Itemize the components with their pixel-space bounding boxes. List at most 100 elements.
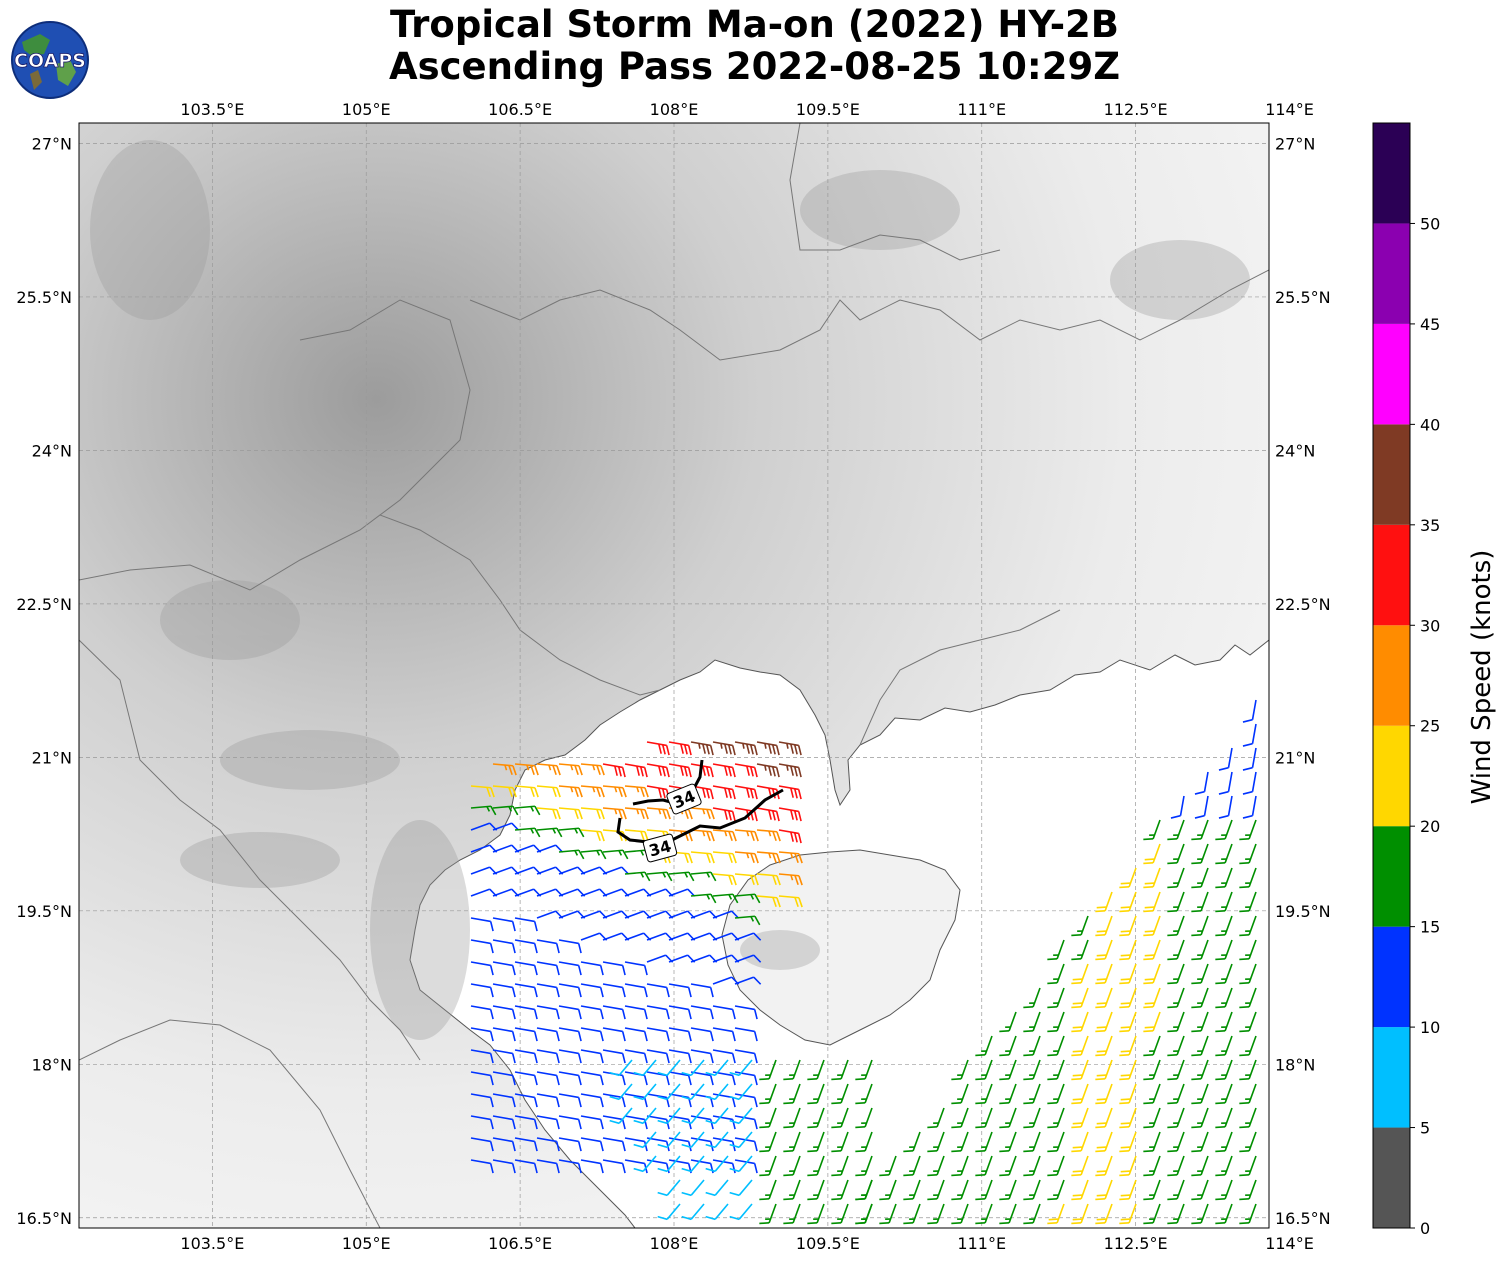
wind-barb bbox=[602, 1115, 626, 1130]
wind-barb bbox=[1191, 1155, 1209, 1177]
wind-barb bbox=[999, 1179, 1017, 1201]
lon-tick-label-top: 108°E bbox=[650, 100, 699, 119]
wind-barb bbox=[734, 741, 758, 756]
wind-barb bbox=[514, 805, 541, 816]
lon-tick-label-top: 109.5°E bbox=[796, 100, 860, 119]
wind-barb bbox=[1215, 891, 1233, 913]
wind-barb bbox=[624, 983, 648, 998]
wind-barb bbox=[729, 1179, 753, 1197]
lat-tick-label-left: 22.5°N bbox=[16, 595, 72, 614]
wind-barb bbox=[1023, 1035, 1041, 1057]
colorbar-frame bbox=[1372, 122, 1411, 1229]
wind-barb bbox=[580, 1027, 604, 1042]
wind-barb bbox=[470, 983, 494, 998]
wind-barb bbox=[602, 849, 629, 860]
wind-barb bbox=[712, 893, 739, 904]
wind-barb bbox=[855, 1107, 873, 1129]
wind-barb bbox=[951, 1179, 969, 1201]
wind-barb bbox=[778, 741, 802, 756]
wind-barb bbox=[1143, 843, 1161, 865]
wind-barb bbox=[1095, 987, 1113, 1009]
wind-barb bbox=[951, 1107, 969, 1129]
wind-barb bbox=[1191, 1131, 1209, 1153]
wind-barb bbox=[1071, 1059, 1089, 1081]
wind-barb bbox=[1239, 963, 1257, 985]
lat-tick-label-left: 19.5°N bbox=[16, 902, 72, 921]
wind-barb bbox=[609, 1107, 633, 1125]
wind-barbs bbox=[470, 699, 1257, 1225]
wind-barb bbox=[712, 1005, 736, 1020]
wind-barb bbox=[580, 807, 605, 820]
wind-barb bbox=[783, 1155, 801, 1177]
wind-barb bbox=[927, 1179, 945, 1201]
wind-barb bbox=[1119, 1035, 1137, 1057]
wind-barb bbox=[975, 1179, 993, 1201]
wind-barb bbox=[1119, 1203, 1137, 1225]
wind-barb bbox=[1119, 1059, 1137, 1081]
lon-tick-label-top: 105°E bbox=[342, 100, 391, 119]
lon-tick-label-top: 106.5°E bbox=[488, 100, 552, 119]
wind-barb bbox=[633, 1155, 657, 1173]
wind-barb bbox=[602, 961, 626, 976]
wind-barb bbox=[756, 807, 780, 822]
lat-tick-label-right: 27°N bbox=[1275, 134, 1315, 153]
wind-barb bbox=[536, 1159, 560, 1174]
wind-barb bbox=[734, 1159, 758, 1174]
lat-tick-label-left: 18°N bbox=[32, 1055, 72, 1074]
wind-barb bbox=[609, 1083, 633, 1101]
wind-barb bbox=[1095, 1131, 1113, 1153]
wind-barb bbox=[646, 1159, 670, 1174]
wind-barb bbox=[778, 895, 803, 908]
wind-barb bbox=[1239, 891, 1257, 913]
wind-barb bbox=[470, 917, 494, 932]
wind-barb bbox=[492, 1115, 516, 1130]
wind-barb bbox=[470, 961, 494, 976]
wind-barb bbox=[831, 1155, 849, 1177]
wind-barb bbox=[759, 1107, 777, 1129]
wind-barb bbox=[690, 807, 715, 820]
wind-barb bbox=[951, 1203, 969, 1225]
wind-barb bbox=[470, 1071, 494, 1086]
wind-barb bbox=[580, 1137, 604, 1152]
wind-barb bbox=[1047, 1083, 1065, 1105]
wind-barb bbox=[1119, 891, 1137, 913]
wind-barb bbox=[855, 1131, 873, 1153]
wind-barb bbox=[734, 763, 758, 778]
wind-barb bbox=[734, 1049, 758, 1064]
wind-barb bbox=[1242, 699, 1257, 723]
wind-barb bbox=[470, 785, 495, 798]
wind-barb bbox=[712, 763, 736, 778]
wind-barb bbox=[734, 873, 759, 886]
wind-barb bbox=[514, 1049, 538, 1064]
wind-barb bbox=[1071, 963, 1089, 985]
colorbar-segment bbox=[1373, 826, 1410, 927]
wind-barb bbox=[1071, 987, 1089, 1009]
wind-barb bbox=[1239, 987, 1257, 1009]
wind-barb bbox=[1143, 867, 1161, 889]
wind-barb bbox=[831, 1203, 849, 1225]
wind-barb bbox=[690, 1027, 714, 1042]
colorbar-tick-label: 45 bbox=[1420, 315, 1440, 334]
wind-barb bbox=[756, 851, 781, 864]
wind-barb bbox=[558, 1071, 582, 1086]
wind-barb bbox=[602, 1093, 626, 1108]
wind-barb bbox=[903, 1203, 921, 1225]
wind-barb bbox=[1167, 1059, 1185, 1081]
wind-barb bbox=[999, 1083, 1017, 1105]
wind-barb bbox=[975, 1083, 993, 1105]
wind-barb bbox=[1215, 963, 1233, 985]
wind-barb bbox=[1191, 1083, 1209, 1105]
wind-barb bbox=[855, 1059, 873, 1081]
wind-barb bbox=[536, 961, 560, 976]
wind-barb bbox=[1143, 1083, 1161, 1105]
wind-barb bbox=[646, 1115, 670, 1130]
wind-barb bbox=[580, 983, 604, 998]
wind-barb bbox=[999, 1035, 1017, 1057]
wind-barb bbox=[558, 983, 582, 998]
wind-barb bbox=[1023, 1203, 1041, 1225]
wind-barb bbox=[807, 1083, 825, 1105]
wind-barb bbox=[1239, 819, 1257, 841]
wind-barb bbox=[492, 785, 517, 798]
wind-barb bbox=[646, 871, 673, 882]
wind-barb bbox=[831, 1107, 849, 1129]
